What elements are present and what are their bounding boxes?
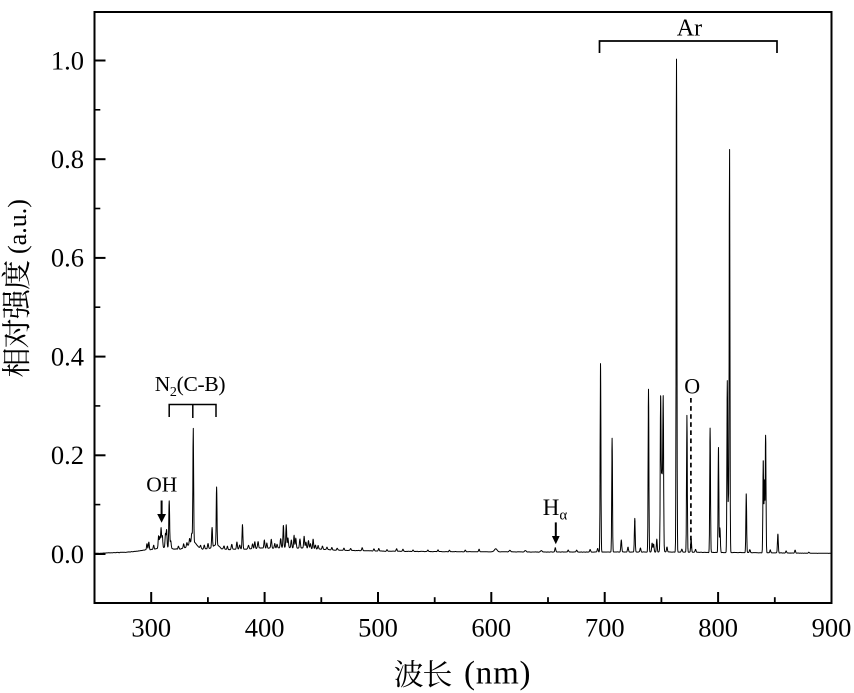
svg-text:0.6: 0.6 bbox=[51, 243, 84, 273]
svg-text:(nm): (nm) bbox=[464, 656, 531, 692]
svg-text:(a.u.): (a.u.) bbox=[3, 199, 32, 254]
svg-text:OH: OH bbox=[146, 473, 177, 497]
svg-text:800: 800 bbox=[698, 613, 738, 643]
svg-text:O: O bbox=[684, 373, 700, 398]
svg-text:700: 700 bbox=[585, 613, 625, 643]
svg-text:900: 900 bbox=[812, 613, 852, 643]
svg-text:N2(C-B): N2(C-B) bbox=[155, 372, 226, 400]
svg-text:0.0: 0.0 bbox=[51, 539, 84, 569]
svg-text:500: 500 bbox=[358, 613, 398, 643]
svg-text:1.0: 1.0 bbox=[51, 45, 84, 75]
svg-text:0.4: 0.4 bbox=[51, 341, 84, 371]
svg-text:Ar: Ar bbox=[677, 16, 702, 42]
svg-text:400: 400 bbox=[245, 613, 285, 643]
svg-text:0.2: 0.2 bbox=[51, 440, 84, 470]
svg-text:0.8: 0.8 bbox=[51, 144, 84, 174]
svg-text:300: 300 bbox=[131, 613, 171, 643]
svg-text:600: 600 bbox=[471, 613, 511, 643]
